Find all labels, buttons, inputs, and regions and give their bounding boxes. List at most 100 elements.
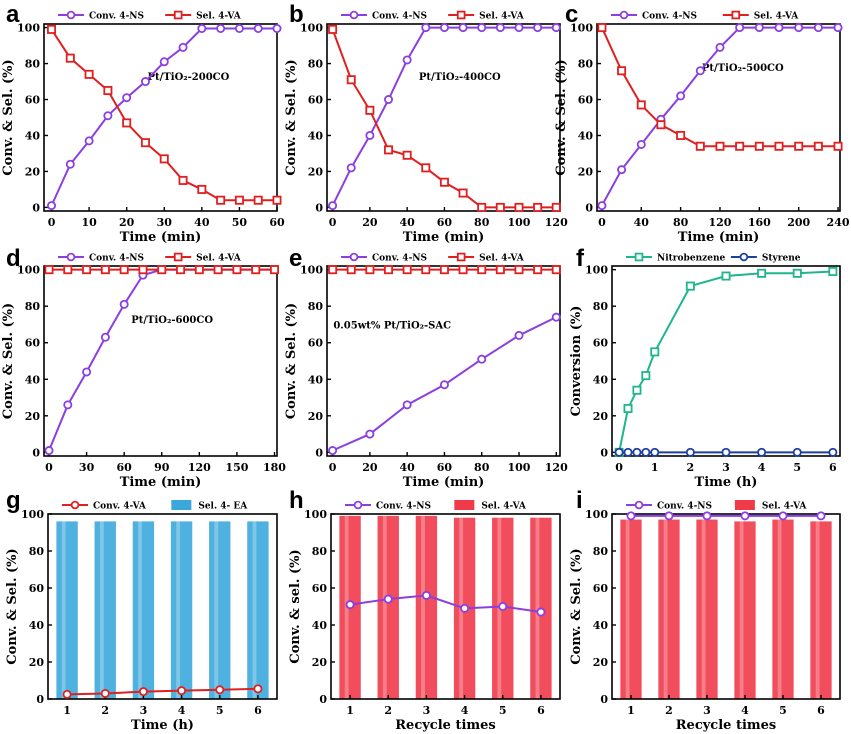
data-point-e-2-1 [328,265,338,275]
data-point-a-1-7 [159,57,169,67]
bar-i-6 [810,521,832,699]
y-tick-label-h: 20 [312,656,328,669]
bar-g-2 [94,521,116,699]
legend-marker-e-1 [349,252,359,262]
data-point-c-2-7 [715,141,725,151]
data-point-d-2-11 [232,265,242,275]
data-point-e-1-5 [477,354,487,364]
data-point-a-2-2 [65,53,75,63]
plot-frame-i [611,513,841,700]
x-axis-title-d: Time (min) [120,475,202,490]
data-point-a-1-5 [122,93,132,103]
panel-d: d 0 20 40 60 80 100 0 30 60 90 120 150 180 Time (min) C… [1,245,286,490]
y-tick-label-g: 20 [29,656,45,669]
bar-i-3 [696,519,718,699]
panel-c: c 0 20 40 60 80 100 0 40 80 120 160 200 240 Time (min)… [554,1,850,245]
y-tick-label-c: 20 [578,165,594,178]
bar-highlight-h-2 [382,515,387,699]
y-axis-title-e: Conv. & Sel. (%) [284,303,299,419]
panel-letter-i: i [576,487,583,514]
y-tick-label-f: 20 [593,410,609,423]
series-line-f-1 [618,270,833,453]
legend-marker-a-1 [66,10,76,20]
x-tick-label-e: 60 [437,461,453,474]
data-point-a-2-7 [159,154,169,164]
data-point-a-1-12 [253,23,263,33]
data-point-d-2-9 [194,265,204,275]
series-line-a-1 [50,27,277,207]
data-point-a-2-10 [216,195,226,205]
data-point-e-1-1 [328,446,338,456]
annotation-a: Pt/TiO₂-200CO [148,72,230,83]
data-point-e-2-7 [439,265,449,275]
data-point-e-1-3 [402,400,412,410]
x-tick-label-h: 1 [346,704,354,717]
x-tick-label-f: 2 [687,461,695,474]
legend-swatch-h-2 [454,500,475,510]
legend-label-h-2: Sel. 4-VA [481,502,527,512]
data-point-c-1-3 [636,139,646,149]
data-point-i-1-2 [664,511,674,521]
y-tick-label-g: 80 [29,545,45,558]
legend-swatch-i-2 [734,500,755,510]
series-line-g-1 [67,687,258,696]
y-tick-label-i: 40 [593,619,609,632]
y-tick-label-h: 80 [312,545,328,558]
panel-letter-d: d [6,245,21,272]
data-point-h-1-2 [383,594,393,604]
data-point-h-1-3 [421,590,431,600]
bar-i-5 [772,519,794,699]
plot-frame-e [326,265,561,457]
bar-i-1 [620,519,642,699]
data-point-f-1-2 [623,403,633,413]
y-tick-label-e: 80 [308,300,324,313]
x-tick-label-c: 240 [827,216,850,229]
panel-b: b 0 20 40 60 80 100 0 20 40 60 80 100 120 Time (min) Co… [284,1,568,245]
data-point-c-2-4 [656,120,666,130]
panel-i: i 0 20 40 60 80 100 1 2 3 4 5 6 Recycle times Conv. & … [569,487,841,733]
data-point-c-2-12 [813,141,823,151]
data-point-g-1-4 [177,686,187,696]
y-tick-label-c: 80 [578,58,594,71]
data-point-c-2-1 [597,23,607,33]
bar-highlight-i-5 [777,519,782,699]
bar-highlight-g-2 [99,521,104,699]
y-tick-label-c: 100 [570,22,593,35]
bar-g-4 [170,521,193,699]
data-point-e-2-11 [514,265,524,275]
data-point-e-2-13 [551,265,561,275]
legend-marker-d-2 [173,252,183,262]
series-line-h-1 [349,594,542,614]
data-point-i-1-5 [778,511,788,521]
x-tick-label-b: 60 [437,216,453,229]
data-point-a-1-10 [216,23,226,33]
y-tick-label-f: 60 [593,337,609,350]
x-tick-label-d: 120 [188,461,211,474]
data-point-a-2-3 [84,69,94,79]
data-point-h-1-1 [345,600,355,610]
legend-marker-f-2 [739,252,749,262]
data-point-d-1-2 [63,400,73,410]
y-tick-label-f: 100 [585,264,608,277]
x-axis-title-a: Time (min) [120,230,202,245]
data-point-b-1-1 [328,201,338,211]
plot-frame-h [330,513,561,700]
data-point-c-1-12 [813,23,823,33]
x-tick-label-f: 4 [758,461,766,474]
y-tick-label-a: 80 [25,58,41,71]
legend-label-c-2: Sel. 4-VA [754,12,800,22]
x-tick-label-h: 2 [384,704,392,717]
x-tick-label-d: 0 [45,461,53,474]
y-tick-label-h: 0 [319,693,327,706]
y-tick-label-d: 60 [25,337,41,350]
x-axis-title-e: Time (min) [403,475,485,490]
legend-label-a-2: Sel. 4-VA [196,12,242,22]
data-point-c-2-11 [794,141,804,151]
annotation-b: Pt/TiO₂-400CO [419,72,501,83]
data-point-d-2-2 [63,265,73,275]
series-line-d-1 [48,268,275,451]
legend-marker-g-1 [70,500,80,510]
legend-label-g-2: Sel. 4- EA [198,502,248,512]
data-point-g-1-6 [253,684,263,694]
data-point-e-1-4 [439,380,449,390]
